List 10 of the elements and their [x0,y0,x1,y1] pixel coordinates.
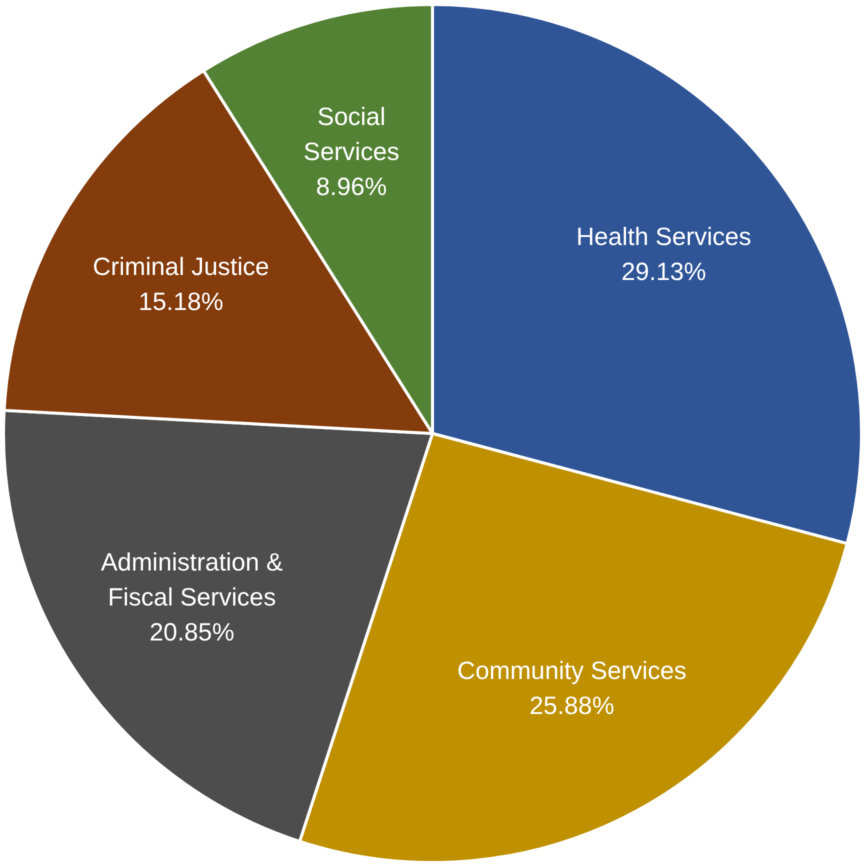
slice-label: Criminal Justice [92,253,270,282]
data-label: 15.18% [138,288,224,316]
data-label: 29.13% [621,258,706,286]
slice-label: Health Services [576,223,752,252]
slice-label: Social Services [304,103,400,166]
slice-label: Administration & Fiscal Services [100,548,284,612]
slice-label: Community Services [457,657,687,686]
data-label: 8.96% [316,173,387,202]
data-label: 20.85% [149,618,234,646]
data-label: 25.88% [530,692,614,720]
